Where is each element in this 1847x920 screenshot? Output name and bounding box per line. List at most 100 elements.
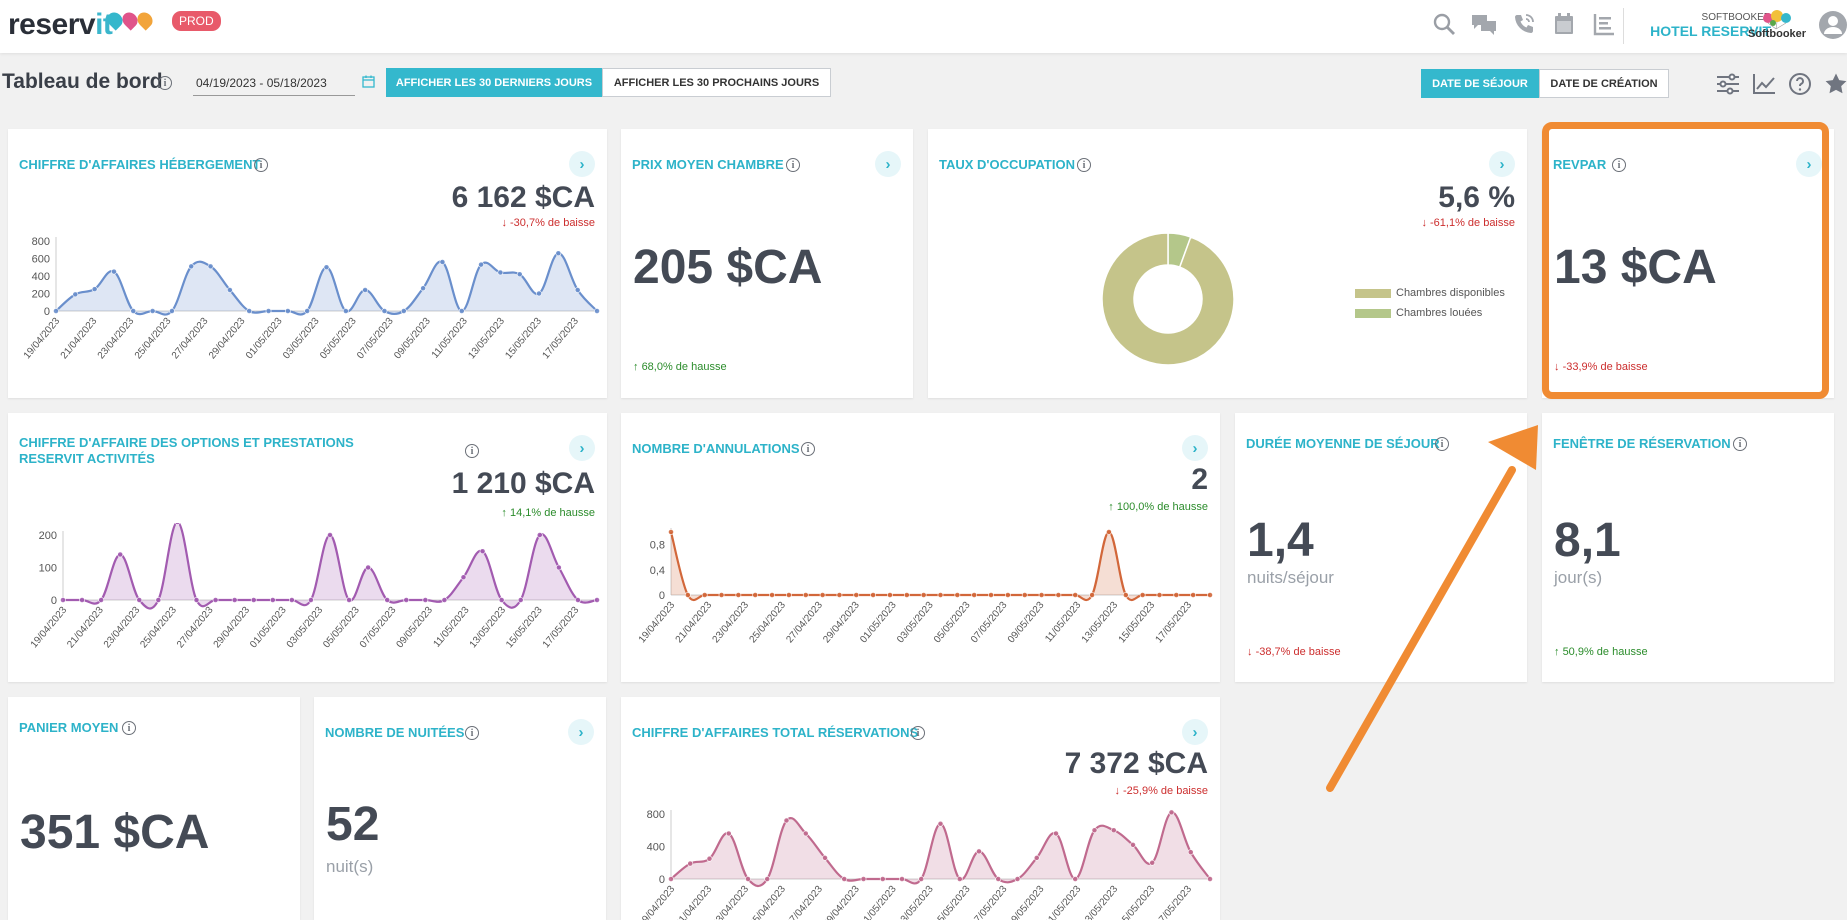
open-details-button[interactable]: › — [568, 719, 594, 745]
cancellations-chart: 0 0,4 0,8 19/04/202321/04/202323/04/202325/… — [637, 528, 1213, 646]
data-point — [497, 269, 504, 276]
data-point — [517, 597, 524, 603]
kpi-value: 351 $CA — [20, 806, 210, 859]
series-line — [669, 530, 1210, 602]
info-icon[interactable]: i — [158, 76, 172, 90]
x-tick-label: 29/04/2023 — [821, 600, 862, 646]
chat-icon[interactable] — [1470, 10, 1498, 38]
data-point — [346, 597, 352, 603]
data-point — [136, 597, 143, 603]
open-details-button[interactable]: › — [569, 435, 595, 461]
data-point — [536, 532, 543, 538]
legend-item[interactable]: Chambres louées — [1355, 303, 1505, 323]
open-details-button[interactable]: › — [1182, 719, 1208, 745]
open-details-button[interactable]: › — [875, 151, 901, 177]
data-point — [188, 263, 195, 270]
x-tick-label: 17/05/2023 — [540, 316, 581, 362]
info-icon[interactable]: i — [465, 726, 479, 740]
data-point — [684, 592, 691, 598]
x-tick-label: 03/05/2023 — [895, 884, 936, 920]
stay-date-button[interactable]: DATE DE SÉJOUR — [1421, 69, 1539, 98]
x-tick-label: 17/05/2023 — [1154, 600, 1195, 646]
card-ca-options: CHIFFRE D'AFFAIRE DES OPTIONS ET PRESTAT… — [8, 413, 607, 682]
phone-icon[interactable] — [1510, 10, 1538, 38]
hotel-name[interactable]: HOTEL RESERVIT — [1650, 23, 1771, 39]
settings-sliders-icon[interactable] — [1714, 70, 1741, 97]
info-icon[interactable]: i — [122, 721, 136, 735]
y-tick-label: 600 — [32, 254, 50, 266]
info-icon[interactable]: i — [1435, 437, 1449, 451]
info-icon[interactable]: i — [1077, 158, 1091, 172]
info-icon[interactable]: i — [1733, 437, 1747, 451]
data-point — [937, 820, 944, 827]
data-point — [381, 308, 388, 314]
open-details-button[interactable]: › — [1489, 151, 1515, 177]
x-tick-label: 21/04/2023 — [59, 316, 100, 362]
top-bar: reservit PROD SOFTBOOKER HOTEL RESERVIT … — [0, 0, 1847, 53]
calendar-icon[interactable] — [1550, 10, 1578, 38]
data-point — [400, 308, 407, 314]
search-icon[interactable] — [1430, 10, 1458, 38]
open-details-button[interactable]: › — [1796, 151, 1822, 177]
divider — [1623, 8, 1624, 44]
info-icon[interactable]: i — [801, 442, 815, 456]
open-details-button[interactable]: › — [1182, 435, 1208, 461]
card-title: CHIFFRE D'AFFAIRES HÉBERGEMENT — [19, 157, 261, 172]
user-avatar-icon[interactable] — [1818, 10, 1847, 40]
data-point — [174, 523, 181, 525]
data-point — [458, 308, 465, 314]
help-icon[interactable] — [1786, 70, 1813, 97]
data-point — [1033, 854, 1040, 861]
creation-date-button[interactable]: DATE DE CRÉATION — [1539, 69, 1669, 98]
info-icon[interactable]: i — [465, 444, 479, 458]
trend-indicator: ↓ -30,7% de baisse — [501, 217, 595, 229]
arrow-down-icon: ↓ — [1247, 646, 1256, 658]
legend-item[interactable]: Chambres disponibles — [1355, 283, 1505, 303]
data-point — [887, 592, 893, 598]
x-tick-label: 11/05/2023 — [432, 605, 472, 650]
card-revpar: REVPAR i › 13 $CA ↓ -33,9% de baisse — [1542, 129, 1834, 398]
date-range-input[interactable] — [193, 71, 355, 96]
data-point — [308, 597, 314, 603]
data-point — [1207, 592, 1213, 598]
x-tick-label: 05/05/2023 — [321, 605, 362, 651]
x-tick-label: 27/04/2023 — [784, 884, 825, 920]
x-tick-label: 13/05/2023 — [1080, 600, 1121, 646]
favorite-star-icon[interactable] — [1822, 70, 1847, 97]
reservit-logo[interactable]: reservit — [8, 8, 113, 41]
trend-indicator: ↓ -33,9% de baisse — [1554, 361, 1648, 373]
reports-icon[interactable] — [1590, 10, 1618, 38]
kpi-value: 2 — [1191, 463, 1208, 496]
series-area — [63, 523, 597, 609]
next-30-days-button[interactable]: AFFICHER LES 30 PROCHAINS JOURS — [602, 68, 831, 97]
x-tick-label: 23/04/2023 — [711, 600, 752, 646]
y-tick-label: 0 — [44, 306, 50, 318]
card-taux-occupation: TAUX D'OCCUPATION i › 5,6 % ↓ -61,1% de … — [928, 129, 1527, 398]
data-point — [246, 308, 253, 314]
data-point — [555, 250, 562, 257]
kpi-value: 205 $CA — [633, 241, 823, 294]
info-icon[interactable]: i — [786, 158, 800, 172]
open-details-button[interactable]: › — [569, 151, 595, 177]
card-ca-total: CHIFFRE D'AFFAIRES TOTAL RÉSERVATIONS i … — [621, 697, 1220, 920]
x-tick-label: 13/05/2023 — [468, 605, 509, 651]
x-tick-label: 05/05/2023 — [932, 600, 973, 646]
x-tick-label: 13/05/2023 — [1080, 884, 1121, 920]
data-point — [920, 592, 927, 598]
data-point — [701, 592, 708, 598]
data-point — [60, 597, 66, 603]
data-point — [1130, 841, 1136, 848]
trend-chart-icon[interactable] — [1750, 70, 1777, 97]
y-tick-label: 400 — [32, 271, 50, 283]
x-tick-label: 25/04/2023 — [133, 316, 174, 362]
data-point — [130, 308, 137, 314]
info-icon[interactable]: i — [254, 158, 268, 172]
x-tick-label: 07/05/2023 — [969, 884, 1010, 920]
calendar-icon[interactable] — [362, 75, 375, 88]
info-icon[interactable]: i — [1612, 158, 1626, 172]
y-tick-label: 0 — [659, 874, 665, 886]
y-tick-label: 0 — [659, 590, 665, 602]
env-badge: PROD — [172, 11, 221, 31]
last-30-days-button[interactable]: AFFICHER LES 30 DERNIERS JOURS — [386, 68, 602, 97]
info-icon[interactable]: i — [911, 726, 925, 740]
